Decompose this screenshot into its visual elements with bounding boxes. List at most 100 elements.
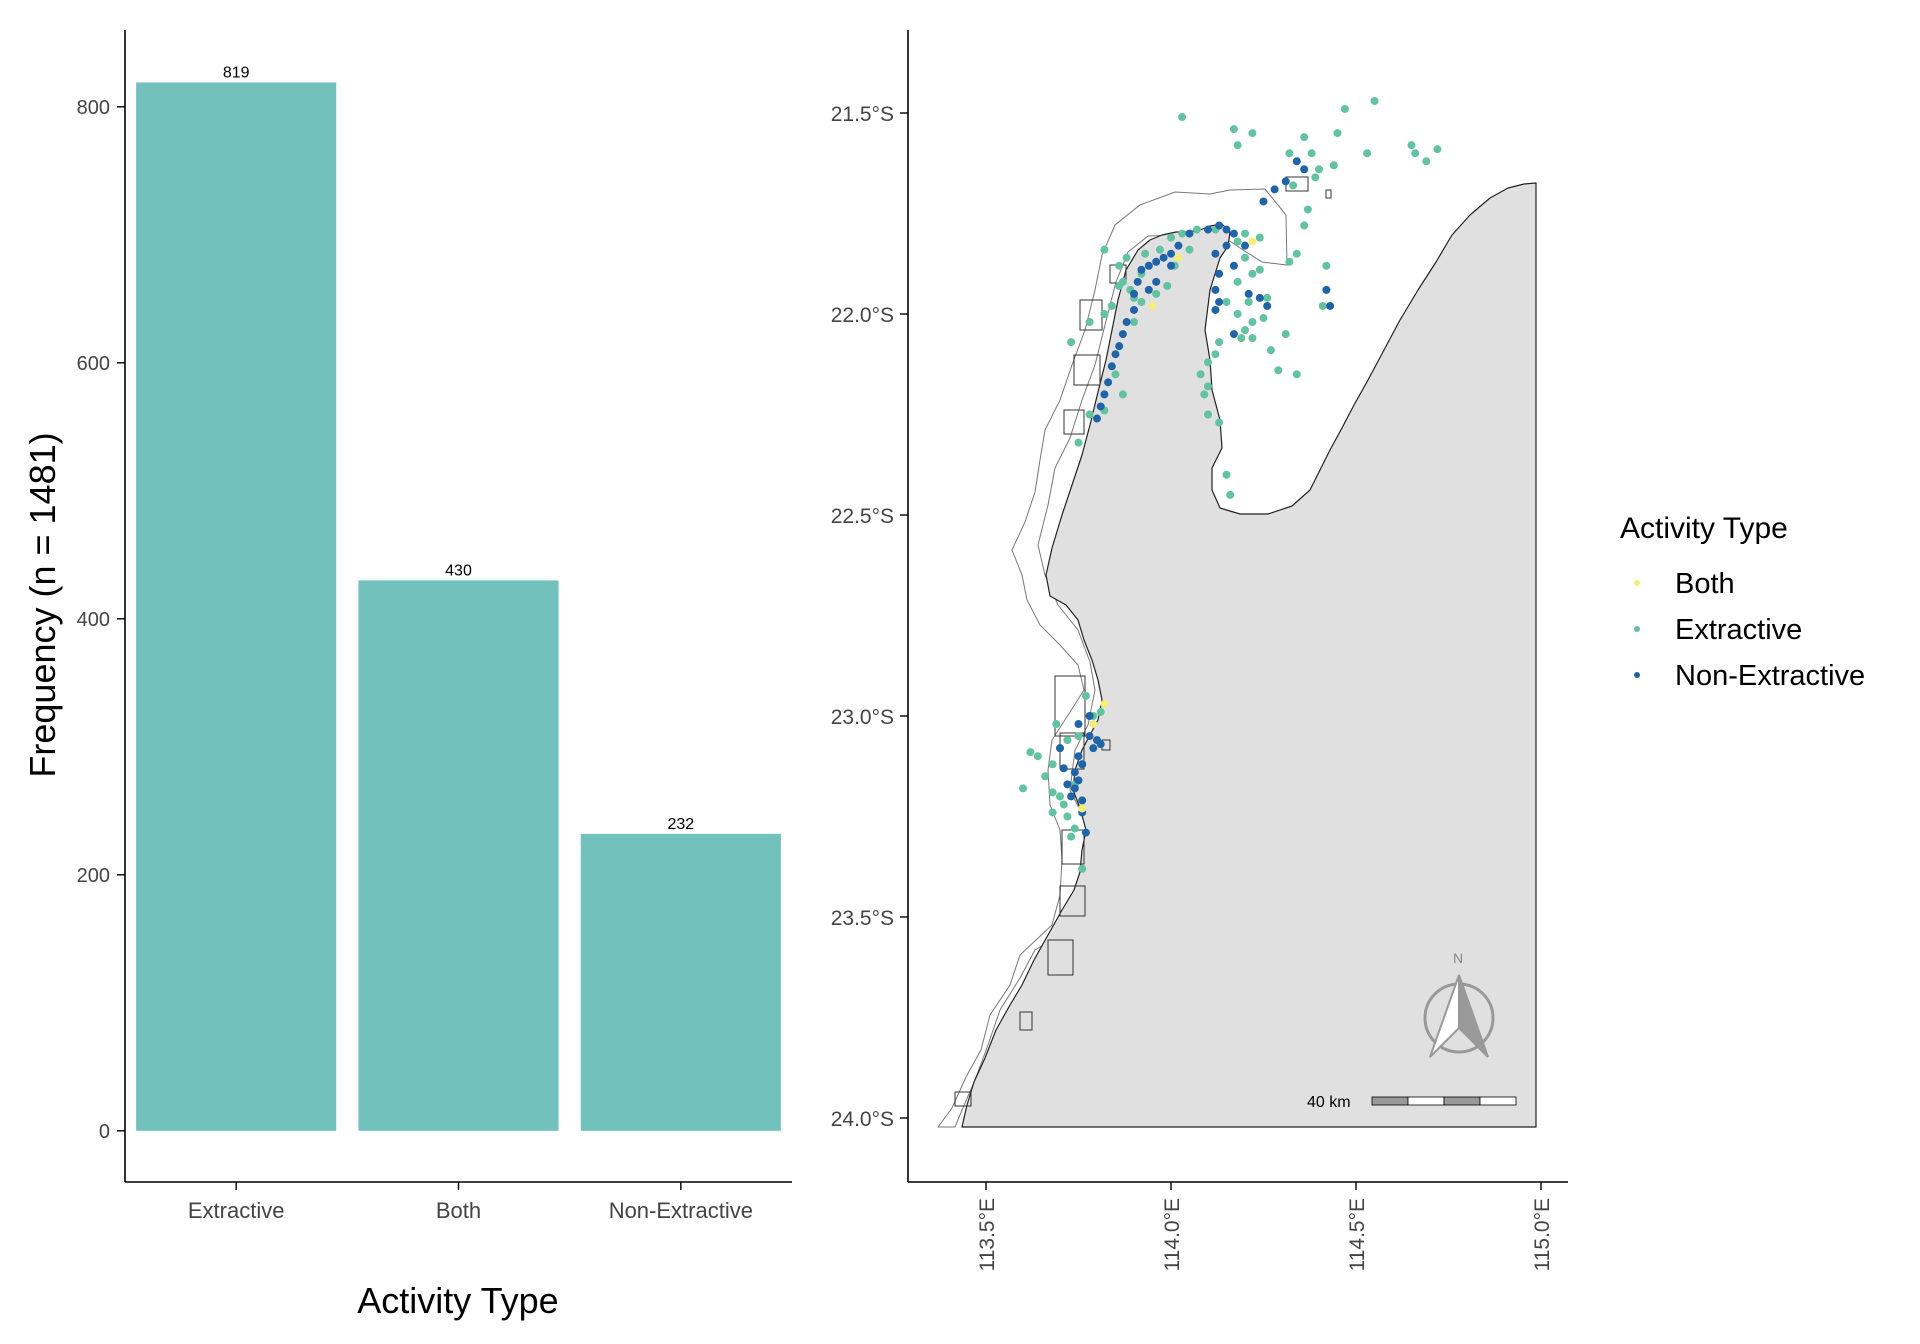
- point-non-extractive: [1326, 301, 1335, 310]
- point-non-extractive: [1259, 197, 1268, 206]
- point-extractive: [1078, 864, 1087, 873]
- point-extractive: [1318, 301, 1327, 310]
- point-non-extractive: [1115, 342, 1124, 351]
- point-non-extractive: [1152, 277, 1161, 286]
- point-non-extractive: [1144, 285, 1153, 294]
- bar-y-tick-label: 800: [77, 97, 110, 119]
- point-non-extractive: [1215, 221, 1224, 230]
- point-extractive: [1222, 297, 1231, 306]
- point-extractive: [1363, 149, 1372, 158]
- point-extractive: [1329, 161, 1338, 170]
- point-both: [1089, 720, 1098, 729]
- map-y-tick-label: 21.5°S: [831, 103, 894, 126]
- bar-chart-panel: 0 200 400 600 800 819 430 232 Extractive Both No…: [22, 30, 792, 1321]
- point-extractive: [1233, 310, 1242, 318]
- bar-y-axis-title: Frequency (n = 1481): [22, 432, 63, 777]
- point-extractive: [1237, 334, 1246, 343]
- point-extractive: [1241, 229, 1249, 238]
- legend-items: Both Extractive Non-Extractive: [1634, 568, 1865, 692]
- legend-marker-non-extractive: [1634, 672, 1640, 678]
- point-non-extractive: [1300, 165, 1309, 174]
- point-extractive: [1063, 812, 1072, 821]
- point-non-extractive: [1089, 744, 1098, 753]
- map-y-tick-label: 24.0°S: [831, 1108, 894, 1131]
- bar-x-ticks: Extractive Both Non-Extractive: [188, 1182, 753, 1223]
- map-y-tick-label: 22.5°S: [831, 505, 894, 528]
- bar-value-label: 430: [445, 562, 472, 579]
- point-extractive: [1303, 205, 1312, 214]
- point-non-extractive: [1229, 330, 1238, 339]
- point-non-extractive: [1167, 249, 1175, 258]
- bar-y-tick-label: 200: [77, 865, 110, 887]
- point-extractive: [1192, 225, 1201, 234]
- point-non-extractive: [1096, 740, 1105, 749]
- point-extractive: [1070, 824, 1079, 833]
- point-extractive: [1204, 358, 1212, 367]
- point-non-extractive: [1133, 277, 1142, 286]
- point-non-extractive: [1122, 318, 1131, 327]
- point-extractive: [1085, 318, 1094, 327]
- point-both: [1248, 237, 1257, 246]
- scale-bar: 40 km: [1307, 1094, 1517, 1111]
- point-extractive: [1248, 129, 1257, 138]
- point-extractive: [1211, 350, 1220, 359]
- point-non-extractive: [1107, 362, 1116, 371]
- point-extractive: [1248, 334, 1257, 343]
- point-non-extractive: [1159, 253, 1168, 262]
- point-non-extractive: [1085, 712, 1094, 720]
- point-non-extractive: [1204, 225, 1212, 234]
- point-non-extractive: [1174, 241, 1183, 250]
- point-extractive: [1229, 125, 1238, 134]
- point-extractive: [1241, 326, 1249, 335]
- legend-marker-extractive: [1634, 626, 1640, 632]
- point-extractive: [1200, 390, 1209, 399]
- point-extractive: [1115, 281, 1124, 290]
- point-non-extractive: [1070, 768, 1079, 777]
- point-non-extractive: [1130, 289, 1138, 298]
- map-x-tick-label: 113.5°E: [976, 1198, 999, 1271]
- point-extractive: [1274, 366, 1283, 375]
- point-non-extractive: [1104, 378, 1113, 387]
- map-x-ticks: 113.5°E 114.0°E 114.5°E 115.0°E: [976, 1182, 1554, 1271]
- point-both: [1078, 804, 1087, 813]
- point-non-extractive: [1292, 157, 1301, 166]
- point-non-extractive: [1270, 185, 1279, 194]
- point-extractive: [1226, 490, 1235, 499]
- point-extractive: [1063, 736, 1072, 745]
- activity-points: [1019, 96, 1442, 873]
- point-extractive: [1215, 418, 1224, 427]
- point-extractive: [1411, 149, 1420, 158]
- point-non-extractive: [1074, 752, 1083, 761]
- map-x-tick-label: 114.5°E: [1346, 1198, 1369, 1271]
- bar-value-label: 819: [223, 64, 250, 81]
- point-extractive: [1122, 253, 1131, 262]
- point-extractive: [1204, 410, 1212, 419]
- point-non-extractive: [1074, 720, 1083, 729]
- point-extractive: [1285, 257, 1294, 266]
- point-extractive: [1263, 293, 1272, 302]
- point-non-extractive: [1096, 402, 1105, 411]
- point-non-extractive: [1255, 293, 1264, 302]
- point-extractive: [1152, 289, 1161, 298]
- point-non-extractive: [1070, 784, 1079, 793]
- point-extractive: [1019, 784, 1027, 793]
- point-extractive: [1233, 141, 1242, 150]
- point-extractive: [1222, 470, 1231, 479]
- point-extractive: [1370, 96, 1379, 105]
- bar-y-tick-label: 600: [77, 353, 110, 375]
- point-non-extractive: [1078, 796, 1087, 805]
- point-extractive: [1204, 382, 1212, 391]
- point-extractive: [1096, 707, 1105, 716]
- point-extractive: [1067, 338, 1076, 347]
- point-extractive: [1056, 792, 1064, 801]
- point-extractive: [1196, 370, 1205, 379]
- point-extractive: [1311, 173, 1320, 182]
- point-non-extractive: [1244, 289, 1253, 298]
- point-extractive: [1285, 149, 1294, 158]
- legend-marker-both: [1634, 580, 1640, 586]
- point-extractive: [1107, 301, 1116, 310]
- point-non-extractive: [1111, 350, 1120, 359]
- point-extractive: [1292, 370, 1301, 379]
- point-non-extractive: [1229, 229, 1238, 238]
- point-extractive: [1167, 233, 1175, 242]
